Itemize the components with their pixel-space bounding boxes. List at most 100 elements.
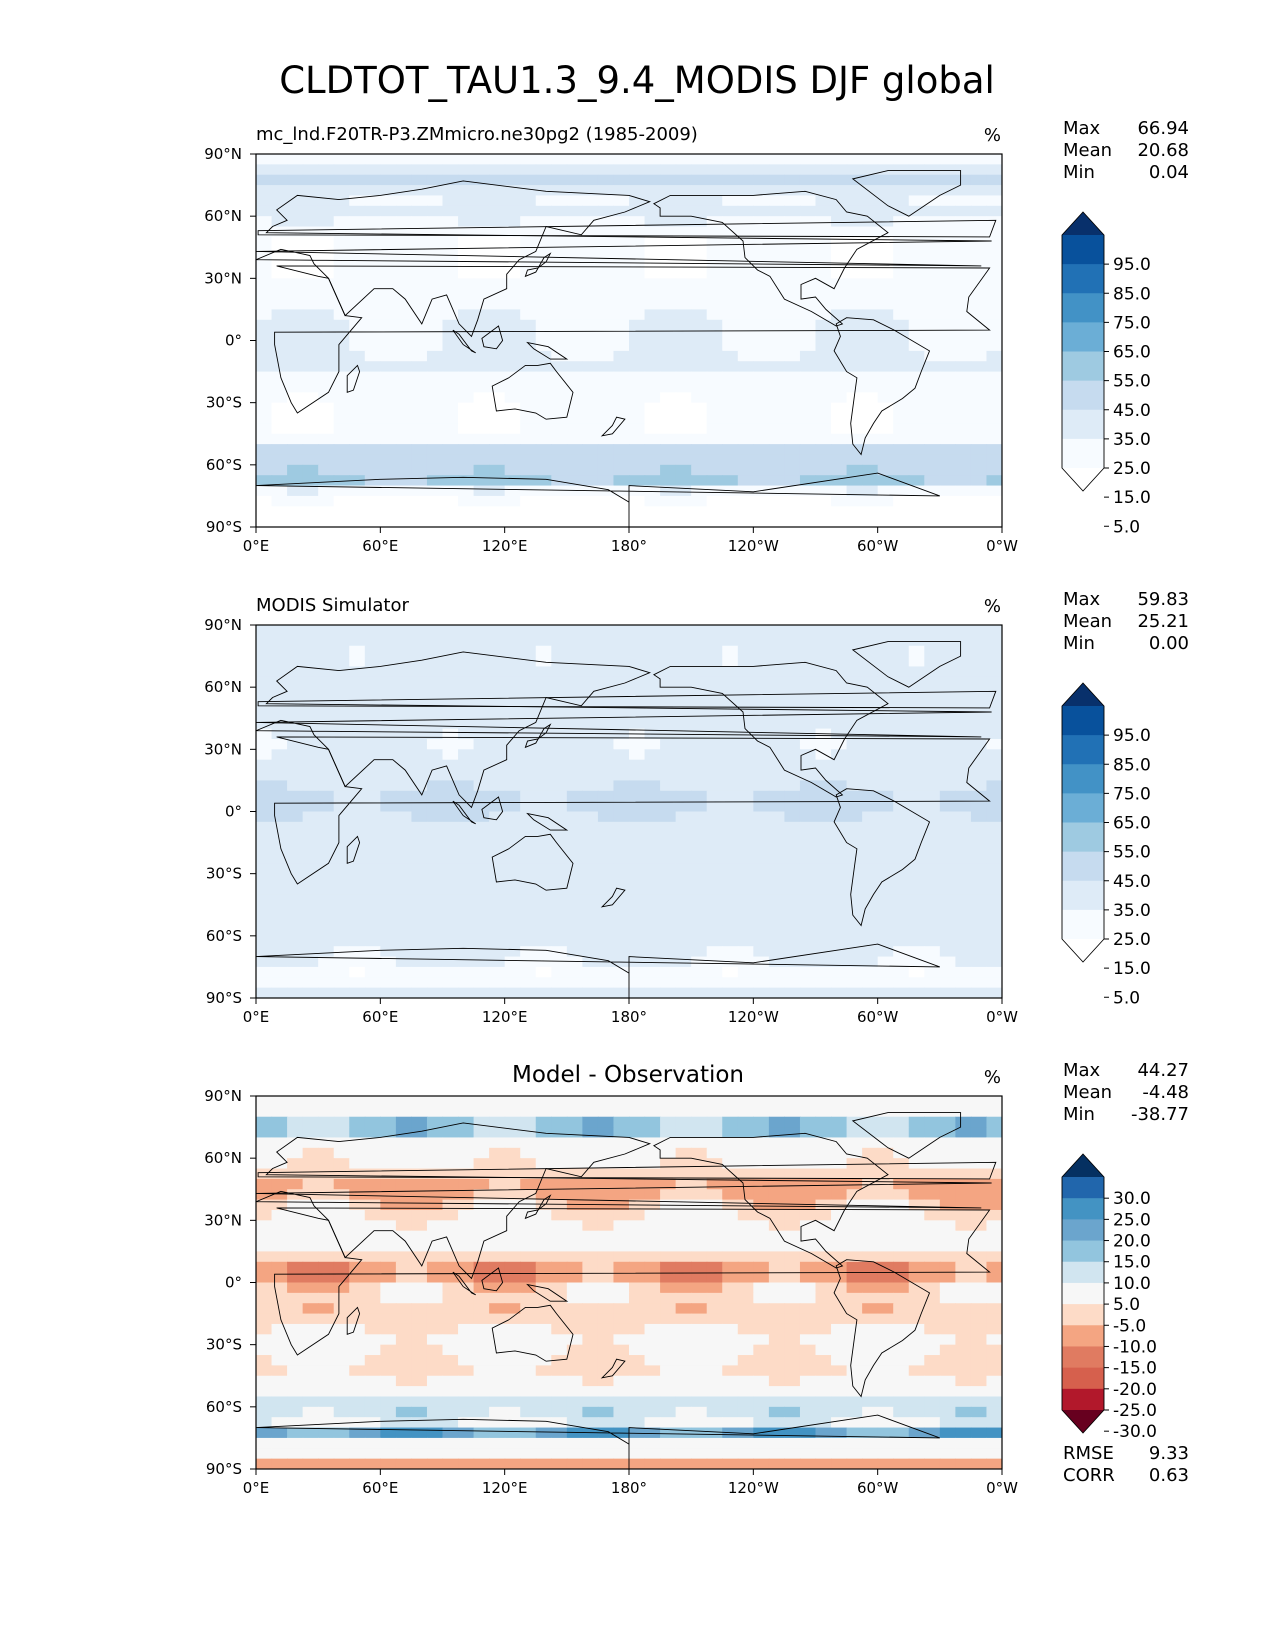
heatmap-cell — [520, 164, 537, 176]
heatmap-cell — [660, 842, 677, 854]
heatmap-cell — [333, 1220, 350, 1232]
heatmap-cell — [799, 1313, 817, 1325]
heatmap-cell — [955, 1261, 972, 1273]
heatmap-cell — [489, 697, 506, 709]
heatmap-cell — [551, 1096, 568, 1107]
heatmap-cell — [442, 977, 459, 989]
heatmap-cell — [504, 350, 521, 362]
heatmap-cell — [768, 966, 786, 978]
heatmap-cell — [986, 506, 1002, 518]
heatmap-cell — [458, 1261, 475, 1273]
heatmap-cell — [458, 413, 475, 424]
heatmap-cell — [287, 977, 304, 989]
heatmap-cell — [349, 1199, 366, 1211]
heatmap-cell — [504, 956, 521, 968]
heatmap-cell — [986, 821, 1002, 833]
heatmap-cell — [706, 884, 723, 895]
heatmap-cell — [504, 402, 521, 414]
y-tick-label: 90°S — [206, 989, 242, 1007]
heatmap-cell — [877, 1334, 894, 1346]
heatmap-cell — [846, 340, 863, 352]
heatmap-cell — [597, 174, 615, 186]
colorbar-label: 55.0 — [1113, 372, 1151, 392]
coastline — [491, 362, 574, 420]
heatmap-cell — [675, 1365, 692, 1377]
heatmap-cell — [908, 738, 925, 750]
heatmap-cell — [380, 728, 397, 740]
heatmap-cell — [846, 1365, 863, 1377]
heatmap-cell — [333, 350, 350, 362]
heatmap-cell — [939, 267, 956, 279]
heatmap-cell — [364, 1344, 381, 1356]
heatmap-cell — [939, 350, 956, 362]
heatmap-cell — [318, 1272, 335, 1284]
heatmap-cell — [582, 1334, 599, 1346]
heatmap-cell — [349, 894, 366, 906]
heatmap-cell — [442, 309, 459, 321]
heatmap-cell — [675, 801, 692, 813]
heatmap-cell — [831, 330, 848, 342]
heatmap-cell — [722, 1230, 739, 1242]
heatmap-cell — [582, 226, 599, 238]
heatmap-cell — [426, 433, 444, 445]
heatmap-cell — [473, 625, 490, 636]
heatmap-cell — [753, 1178, 770, 1190]
heatmap-cell — [629, 770, 646, 782]
heatmap-cell — [908, 154, 925, 165]
heatmap-cell — [458, 464, 475, 476]
heatmap-cell — [722, 340, 739, 352]
x-tick-label: 60°W — [857, 537, 899, 555]
heatmap-cell — [551, 319, 568, 331]
heatmap-cell — [504, 759, 521, 771]
heatmap-cell — [473, 780, 490, 792]
heatmap-cell — [908, 935, 925, 947]
heatmap-cell — [722, 1344, 739, 1356]
heatmap-cell — [520, 1137, 537, 1149]
heatmap-cell — [644, 904, 661, 916]
heatmap-cell — [955, 656, 972, 668]
heatmap-cell — [877, 1230, 894, 1242]
heatmap-cell — [986, 656, 1002, 668]
heatmap-cell — [426, 475, 444, 487]
heatmap-cell — [504, 821, 521, 833]
heatmap-cell — [784, 863, 801, 875]
heatmap-cell — [924, 1158, 941, 1170]
heatmap-cell — [768, 1137, 786, 1149]
heatmap-cell — [458, 1178, 475, 1190]
heatmap-cell — [318, 676, 335, 688]
heatmap-cell — [986, 205, 1002, 217]
heatmap-cell — [955, 506, 972, 518]
heatmap-cell — [504, 1230, 521, 1242]
heatmap-cell — [768, 1272, 786, 1284]
heatmap-cell — [691, 863, 708, 875]
heatmap-cell — [768, 1334, 786, 1346]
heatmap-cell — [535, 371, 552, 383]
heatmap-cell — [597, 1292, 615, 1304]
x-tick-label: 0°E — [243, 537, 270, 555]
heatmap-cell — [660, 1282, 677, 1294]
heatmap-cell — [691, 821, 708, 833]
heatmap-cell — [613, 1272, 630, 1284]
heatmap-cell — [256, 454, 273, 466]
heatmap-cell — [986, 1344, 1002, 1356]
heatmap-cell — [473, 1241, 490, 1253]
heatmap-cell — [597, 444, 615, 456]
heatmap-cell — [613, 154, 630, 165]
heatmap-cell — [986, 226, 1002, 238]
heatmap-cell — [442, 1106, 459, 1118]
heatmap-cell — [706, 1127, 723, 1139]
heatmap-cell — [458, 247, 475, 259]
heatmap-cell — [489, 1178, 506, 1190]
heatmap-cell — [768, 645, 786, 657]
heatmap-cell — [349, 821, 366, 833]
heatmap-cell — [629, 1272, 646, 1284]
heatmap-cell — [380, 226, 397, 238]
heatmap-cell — [349, 381, 366, 393]
heatmap-cell — [473, 174, 490, 186]
heatmap-cell — [426, 770, 444, 782]
heatmap-cell — [629, 1147, 646, 1159]
heatmap-cell — [753, 485, 770, 497]
heatmap-cell — [442, 247, 459, 259]
heatmap-cell — [706, 309, 723, 321]
heatmap-cell — [737, 915, 754, 927]
